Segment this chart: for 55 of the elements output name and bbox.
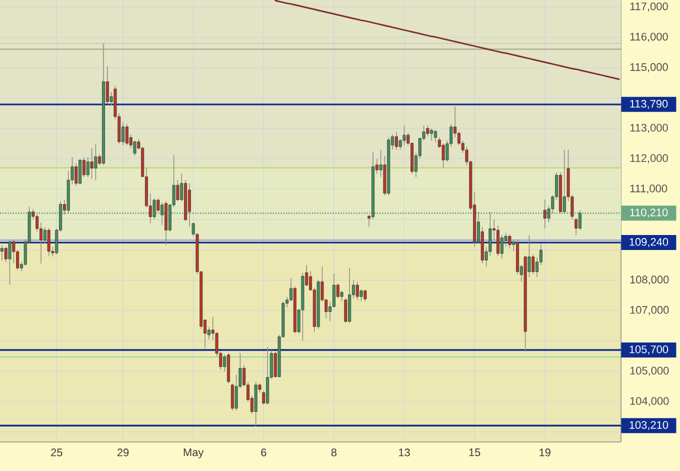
candlestick <box>0 244 4 261</box>
candlestick <box>430 128 434 141</box>
candlestick <box>426 124 430 136</box>
ref-line-label: 113,790 <box>630 100 668 109</box>
x-tick-label: May <box>184 448 204 458</box>
candlestick <box>402 124 406 146</box>
candlestick <box>532 254 535 275</box>
candlestick <box>508 234 512 249</box>
candlestick <box>125 123 128 146</box>
candlestick <box>434 130 437 142</box>
y-tick-label: 116,000 <box>630 32 668 42</box>
y-tick-label: 107,000 <box>630 306 669 316</box>
candlestick <box>578 210 582 231</box>
y-tick-label: 112,000 <box>630 154 668 164</box>
candlestick <box>94 143 98 180</box>
x-tick-label: 25 <box>51 448 62 456</box>
candlestick <box>488 211 492 256</box>
candlestick <box>364 288 367 302</box>
ref-line-label: 109,240 <box>630 238 668 248</box>
candlestick <box>90 148 94 179</box>
x-tick-label: 6 <box>261 448 266 456</box>
y-tick-label: 105,000 <box>630 366 669 376</box>
ref-line-label: 103,210 <box>630 421 668 430</box>
candlestick <box>152 198 156 220</box>
candlestick <box>86 156 90 178</box>
candlestick <box>8 240 12 286</box>
y-tick-label: 111,000 <box>630 184 668 194</box>
candlestick <box>398 138 402 150</box>
candlestick <box>500 234 504 260</box>
y-tick-label: 113,000 <box>630 124 668 133</box>
y-tick-label: 117,000 <box>630 2 668 12</box>
candlestick <box>74 162 78 186</box>
candlestick <box>543 199 546 229</box>
candlestick <box>562 150 566 214</box>
candlestick <box>47 228 50 256</box>
x-tick-label: 29 <box>117 448 129 456</box>
x-tick-label: 15 <box>469 448 480 456</box>
y-tick-label: 115,000 <box>630 63 668 72</box>
candlestick <box>360 288 363 302</box>
ref-line-label: 105,700 <box>630 346 668 355</box>
candlestick <box>496 225 500 256</box>
candlestick <box>78 158 82 185</box>
candlestick <box>176 180 180 202</box>
x-tick-label: 13 <box>398 448 410 456</box>
candlestick <box>356 281 359 300</box>
y-tick-label: 108,000 <box>630 276 669 285</box>
y-tick-label: 104,000 <box>630 397 669 406</box>
x-tick-label: 8 <box>331 448 336 456</box>
candlestick <box>230 383 234 412</box>
candlestick <box>344 298 348 324</box>
candlestick <box>133 140 136 156</box>
x-tick-label: 19 <box>540 448 550 456</box>
ref-line-label: 110,210 <box>630 208 668 218</box>
candlestick <box>394 132 398 150</box>
candlestick <box>332 272 336 308</box>
